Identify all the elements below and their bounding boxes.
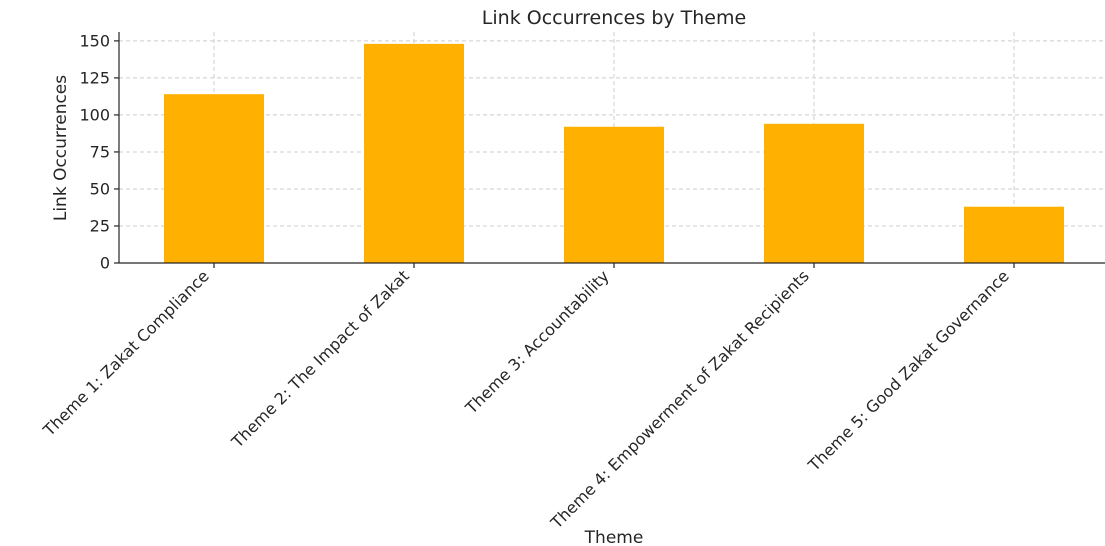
x-tick-label: Theme 4: Empowerment of Zakat Recipients bbox=[546, 266, 812, 532]
axes bbox=[114, 32, 1105, 268]
y-tick-labels: 0 25 50 75 100 125 150 bbox=[79, 31, 110, 272]
bar bbox=[364, 43, 464, 263]
y-tick-label: 100 bbox=[79, 105, 110, 124]
x-axis-label: Theme bbox=[584, 528, 644, 546]
bars bbox=[164, 43, 1064, 264]
x-tick-label: Theme 3: Accountability bbox=[461, 266, 613, 418]
x-tick-labels: Theme 1: Zakat Compliance Theme 2: The Im… bbox=[39, 266, 1013, 532]
chart-title: Link Occurrences by Theme bbox=[482, 7, 746, 29]
bar bbox=[764, 123, 864, 263]
bar bbox=[964, 206, 1064, 263]
bar bbox=[564, 126, 664, 264]
x-tick-label: Theme 2: The Impact of Zakat bbox=[227, 266, 413, 452]
y-tick-label: 0 bbox=[100, 254, 110, 273]
x-tick-label: Theme 5: Good Zakat Governance bbox=[804, 266, 1013, 475]
y-tick-label: 50 bbox=[90, 179, 110, 198]
y-tick-label: 75 bbox=[90, 142, 110, 161]
grid bbox=[119, 32, 1105, 264]
y-axis-label: Link Occurrences bbox=[51, 75, 71, 221]
y-tick-label: 125 bbox=[79, 68, 110, 87]
y-tick-label: 25 bbox=[90, 216, 110, 235]
bar bbox=[164, 94, 264, 263]
x-tick-label: Theme 1: Zakat Compliance bbox=[39, 266, 213, 440]
y-tick-label: 150 bbox=[79, 31, 110, 50]
